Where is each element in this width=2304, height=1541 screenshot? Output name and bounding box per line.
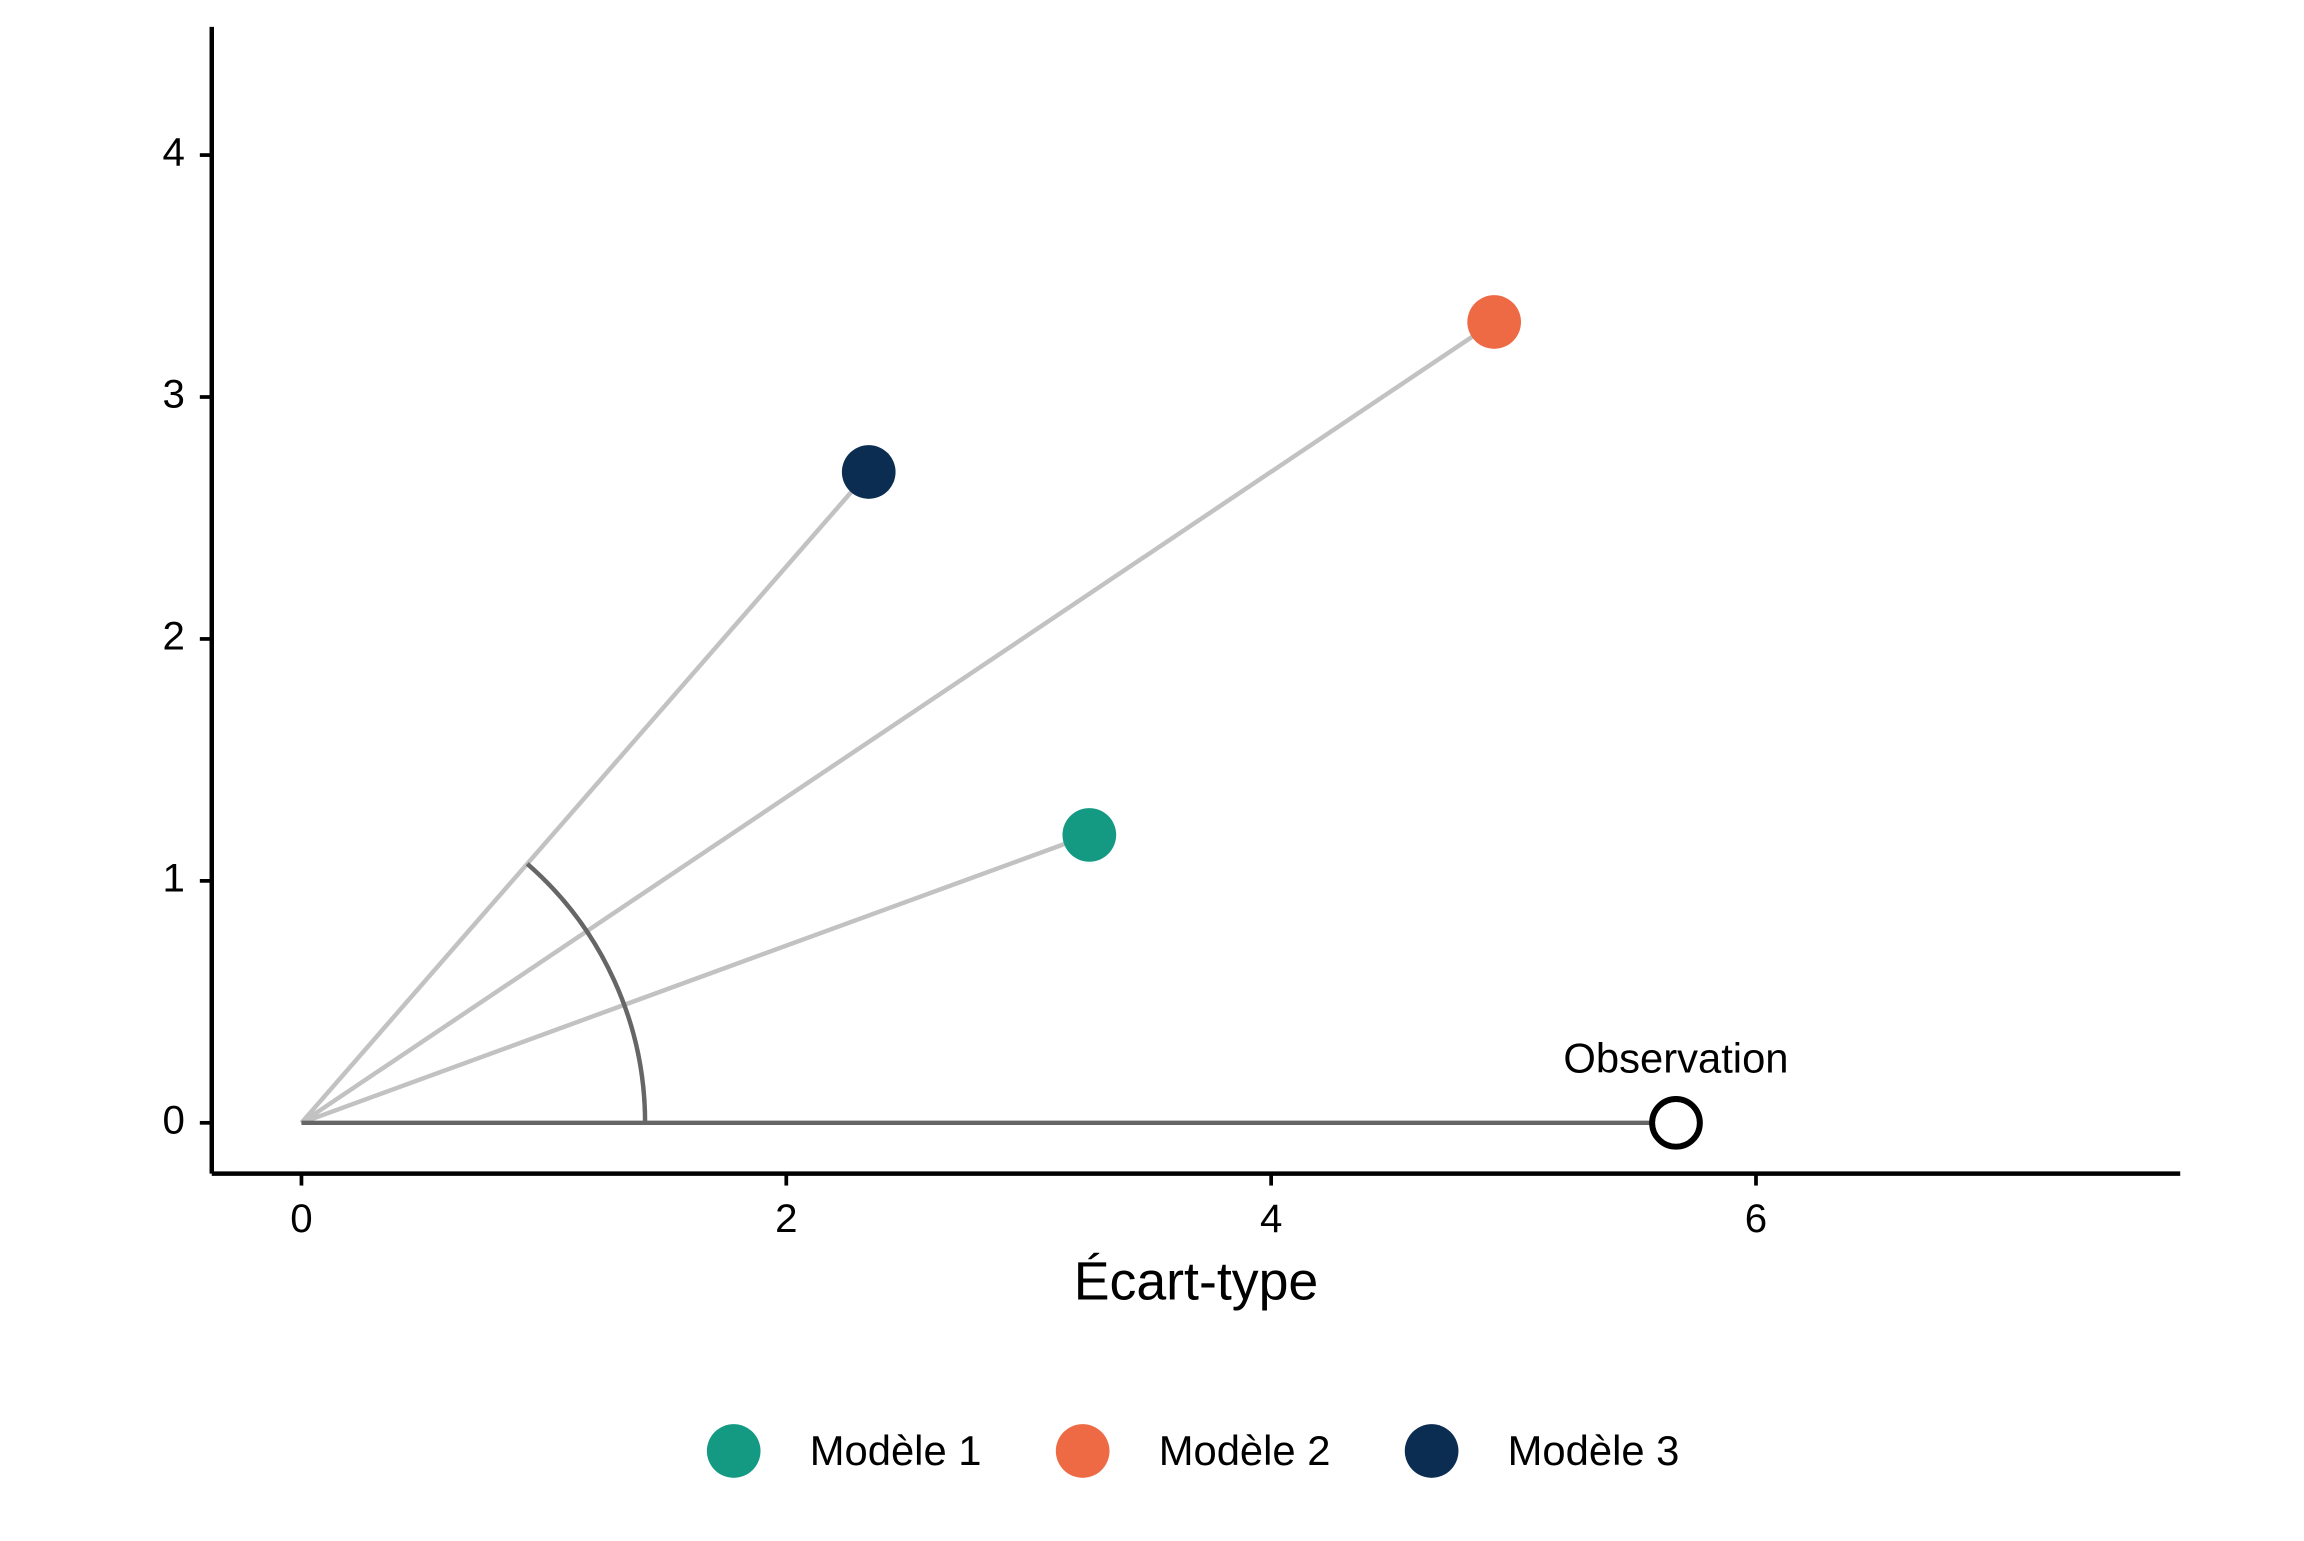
y-tick-label: 0 [163, 1097, 185, 1142]
legend-label: Modèle 2 [1159, 1427, 1331, 1474]
point [841, 445, 896, 499]
legend-label: Modèle 3 [1508, 1427, 1680, 1474]
y-tick-label: 1 [163, 856, 185, 901]
y-tick-label: 3 [163, 372, 185, 417]
point [1467, 295, 1522, 349]
x-tick-label: 4 [1260, 1196, 1282, 1241]
legend-marker [706, 1424, 761, 1478]
observation-label: Observation [1563, 1035, 1788, 1082]
point [1062, 808, 1117, 862]
y-tick-label: 4 [163, 130, 185, 175]
legend-marker [1055, 1424, 1110, 1478]
x-tick-label: 6 [1745, 1196, 1767, 1241]
y-tick-label: 2 [163, 614, 185, 659]
legend-label: Modèle 1 [810, 1427, 982, 1474]
observation-point [1649, 1095, 1703, 1150]
x-tick-label: 2 [775, 1196, 797, 1241]
ray [300, 320, 1496, 1125]
x-axis-label: Écart-type [1074, 1252, 1319, 1312]
angle-arc [525, 862, 648, 1123]
legend-marker [1404, 1424, 1459, 1478]
x-tick-label: 0 [290, 1196, 312, 1241]
ray [299, 470, 871, 1125]
ray [300, 832, 1091, 1125]
